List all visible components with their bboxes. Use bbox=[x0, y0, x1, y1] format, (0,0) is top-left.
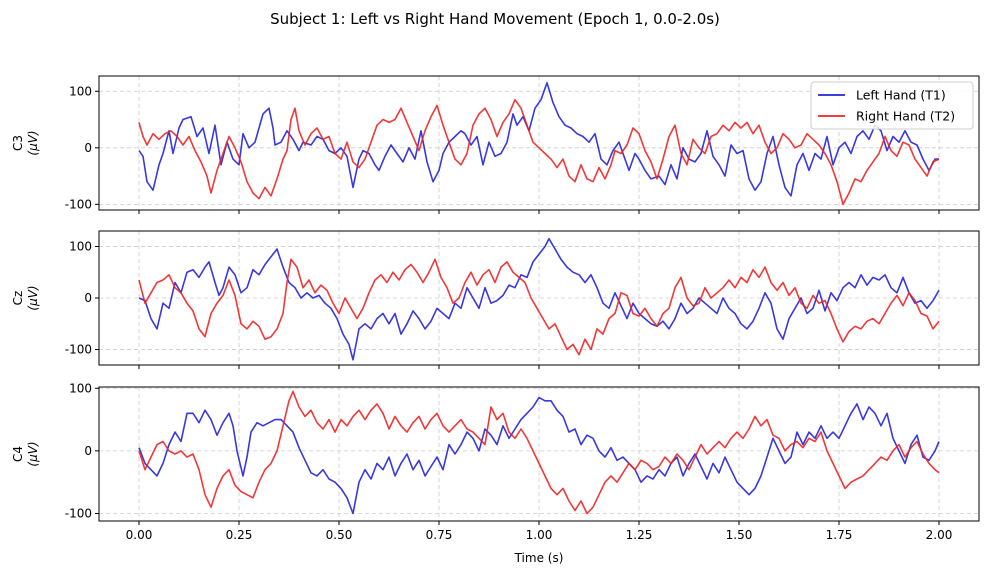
series-line-left-hand bbox=[138, 396, 940, 515]
y-axis-label: C4(μV) bbox=[11, 441, 40, 466]
y-tick-label: 100 bbox=[69, 239, 92, 253]
y-axis-unit: (μV) bbox=[26, 130, 40, 155]
x-tick-label: 1.50 bbox=[726, 528, 753, 542]
x-tick-label: 0.25 bbox=[226, 528, 253, 542]
series-line-left-hand bbox=[138, 237, 940, 361]
y-axis-label: Cz(μV) bbox=[11, 285, 40, 310]
y-axis-channel: Cz bbox=[11, 291, 25, 306]
series-line-right-hand bbox=[138, 258, 940, 356]
x-tick-label: 0.75 bbox=[426, 528, 453, 542]
y-tick-label: 0 bbox=[84, 444, 92, 458]
series-line-right-hand bbox=[138, 98, 940, 206]
y-tick-label: -100 bbox=[65, 506, 92, 520]
y-tick-label: 100 bbox=[69, 381, 92, 395]
y-axis-unit: (μV) bbox=[26, 441, 40, 466]
y-axis-unit: (μV) bbox=[26, 285, 40, 310]
x-tick-label: 0.50 bbox=[326, 528, 353, 542]
panel-cz: -100 0 100 Cz(μV) bbox=[11, 230, 980, 369]
x-tick-label: 1.00 bbox=[526, 528, 553, 542]
y-tick-label: 100 bbox=[69, 84, 92, 98]
y-tick-label: 0 bbox=[84, 141, 92, 155]
chart-title: Subject 1: Left vs Right Hand Movement (… bbox=[270, 10, 720, 28]
y-axis-channel: C4 bbox=[11, 446, 25, 462]
y-tick-label: -100 bbox=[65, 343, 92, 357]
y-axis-channel: C3 bbox=[11, 135, 25, 151]
x-tick-label: 1.25 bbox=[626, 528, 653, 542]
panel-c3: -100 0 100 C3(μV) bbox=[11, 75, 980, 214]
x-axis-label: Time (s) bbox=[514, 551, 564, 565]
chart-legend: Left Hand (T1) Right Hand (T2) bbox=[810, 81, 974, 130]
y-tick-label: 0 bbox=[84, 291, 92, 305]
legend-label-right-hand: Right Hand (T2) bbox=[856, 109, 955, 124]
y-tick-label: -100 bbox=[65, 197, 92, 211]
chart-panels: -1000100C3(μV)-1000100Cz(μV)-10001000.00… bbox=[11, 75, 980, 542]
legend-box bbox=[810, 81, 974, 130]
y-axis-label: C3(μV) bbox=[11, 130, 40, 155]
series-line-right-hand bbox=[138, 390, 940, 515]
x-tick-label: 1.75 bbox=[826, 528, 853, 542]
x-tick-label: 2.00 bbox=[926, 528, 953, 542]
legend-label-left-hand: Left Hand (T1) bbox=[856, 88, 946, 103]
x-tick-label: 0.00 bbox=[126, 528, 153, 542]
panel-c4: -100 0 100 0.00 0.25 0.50 0.75 1.00 1.25 1.50 1.75… bbox=[11, 381, 980, 542]
